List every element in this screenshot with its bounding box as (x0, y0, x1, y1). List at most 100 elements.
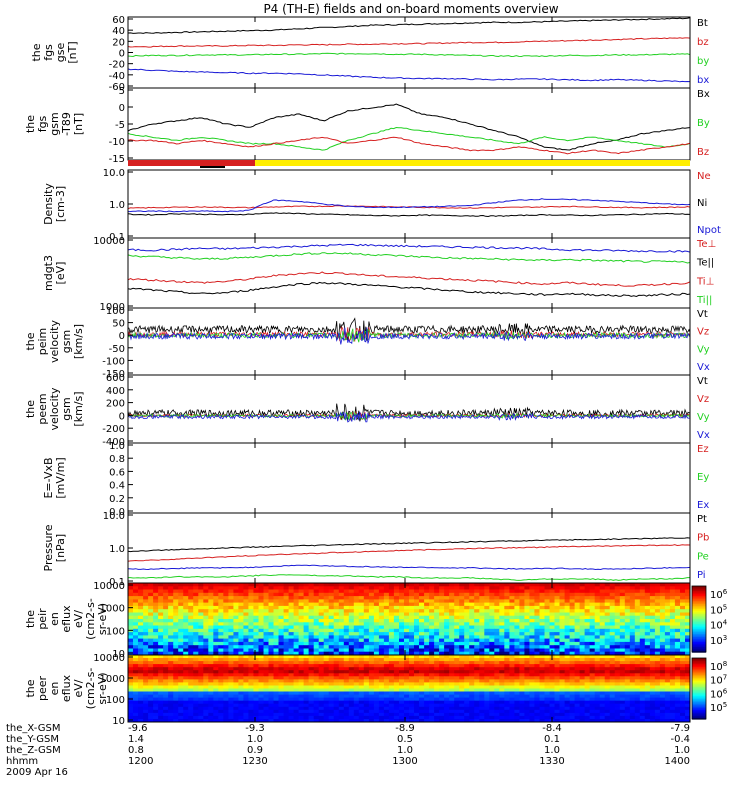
heatmap-cell (635, 642, 641, 646)
heatmap-cell (545, 689, 551, 693)
heatmap-cell (560, 707, 566, 711)
heatmap-cell (369, 667, 375, 671)
heatmap-cell (188, 673, 194, 677)
heatmap-cell (168, 667, 174, 671)
heatmap-cell (424, 596, 430, 600)
heatmap-cell (128, 695, 134, 699)
heatmap-cell (359, 710, 365, 714)
heatmap-cell (404, 661, 410, 665)
heatmap-cell (304, 695, 310, 699)
heatmap-cell (479, 682, 485, 686)
heatmap-cell (444, 629, 450, 633)
heatmap-cell (153, 655, 159, 659)
heatmap-cell (590, 673, 596, 677)
heatmap-cell (565, 655, 571, 659)
heatmap-cell (499, 667, 505, 671)
heatmap-cell (424, 590, 430, 594)
heatmap-cell (434, 710, 440, 714)
heatmap-cell (454, 710, 460, 714)
heatmap-cell (389, 619, 395, 623)
heatmap-cell (173, 619, 179, 623)
heatmap-cell (359, 658, 365, 662)
heatmap-cell (218, 658, 224, 662)
heatmap-cell (394, 642, 400, 646)
heatmap-cell (575, 645, 581, 649)
heatmap-cell (384, 616, 390, 620)
heatmap-cell (299, 661, 305, 665)
heatmap-cell (489, 692, 495, 696)
heatmap-cell (163, 593, 169, 597)
heatmap-cell (590, 686, 596, 690)
heatmap-cell (555, 704, 561, 708)
heatmap-cell (243, 658, 249, 662)
heatmap-cell (243, 661, 249, 665)
heatmap-cell (620, 645, 626, 649)
heatmap-cell (590, 707, 596, 711)
heatmap-cell (504, 664, 510, 668)
heatmap-cell (289, 710, 295, 714)
heatmap-cell (339, 692, 345, 696)
heatmap-cell (309, 606, 315, 610)
heatmap-cell (294, 689, 300, 693)
heatmap-cell (223, 670, 229, 674)
heatmap-cell (389, 701, 395, 705)
heatmap-cell (555, 673, 561, 677)
heatmap-cell (449, 682, 455, 686)
legend-label-Ex: Ex (697, 500, 709, 511)
heatmap-cell (153, 673, 159, 677)
heatmap-cell (560, 642, 566, 646)
heatmap-cell (309, 590, 315, 594)
heatmap-cell (269, 661, 275, 665)
legend-label-Pt: Pt (697, 514, 707, 525)
ytick-label: 0.8 (109, 454, 125, 465)
heatmap-cell (299, 689, 305, 693)
heatmap-cell (153, 619, 159, 623)
heatmap-cell (349, 626, 355, 630)
heatmap-cell (565, 695, 571, 699)
heatmap-cell (434, 616, 440, 620)
heatmap-cell (414, 619, 420, 623)
heatmap-cell (484, 710, 490, 714)
heatmap-cell (494, 616, 500, 620)
heatmap-cell (600, 642, 606, 646)
heatmap-cell (223, 632, 229, 636)
heatmap-cell (459, 704, 465, 708)
heatmap-cell (590, 695, 596, 699)
heatmap-cell (635, 661, 641, 665)
heatmap-cell (514, 590, 520, 594)
heatmap-cell (439, 596, 445, 600)
heatmap-cell (243, 682, 249, 686)
heatmap-cell (334, 583, 340, 587)
heatmap-cell (555, 596, 561, 600)
heatmap-cell (459, 629, 465, 633)
heatmap-cell (349, 661, 355, 665)
heatmap-cell (289, 695, 295, 699)
heatmap-cell (534, 639, 540, 643)
heatmap-cell (590, 645, 596, 649)
heatmap-cell (314, 606, 320, 610)
heatmap-cell (509, 590, 515, 594)
heatmap-cell (575, 626, 581, 630)
heatmap-cell (509, 655, 515, 659)
heatmap-cell (640, 710, 646, 714)
heatmap-cell (615, 645, 621, 649)
heatmap-cell (580, 667, 586, 671)
heatmap-cell (655, 676, 661, 680)
heatmap-cell (128, 701, 134, 705)
heatmap-cell (168, 632, 174, 636)
heatmap-cell (218, 670, 224, 674)
heatmap-cell (233, 670, 239, 674)
heatmap-cell (279, 583, 285, 587)
heatmap-cell (208, 701, 214, 705)
heatmap-cell (133, 670, 139, 674)
heatmap-cell (379, 695, 385, 699)
heatmap-cell (384, 606, 390, 610)
heatmap-cell (575, 639, 581, 643)
heatmap-cell (213, 698, 219, 702)
heatmap-cell (143, 664, 149, 668)
heatmap-cell (595, 606, 601, 610)
heatmap-cell (213, 689, 219, 693)
heatmap-cell (680, 701, 686, 705)
heatmap-cell (324, 632, 330, 636)
heatmap-cell (545, 596, 551, 600)
